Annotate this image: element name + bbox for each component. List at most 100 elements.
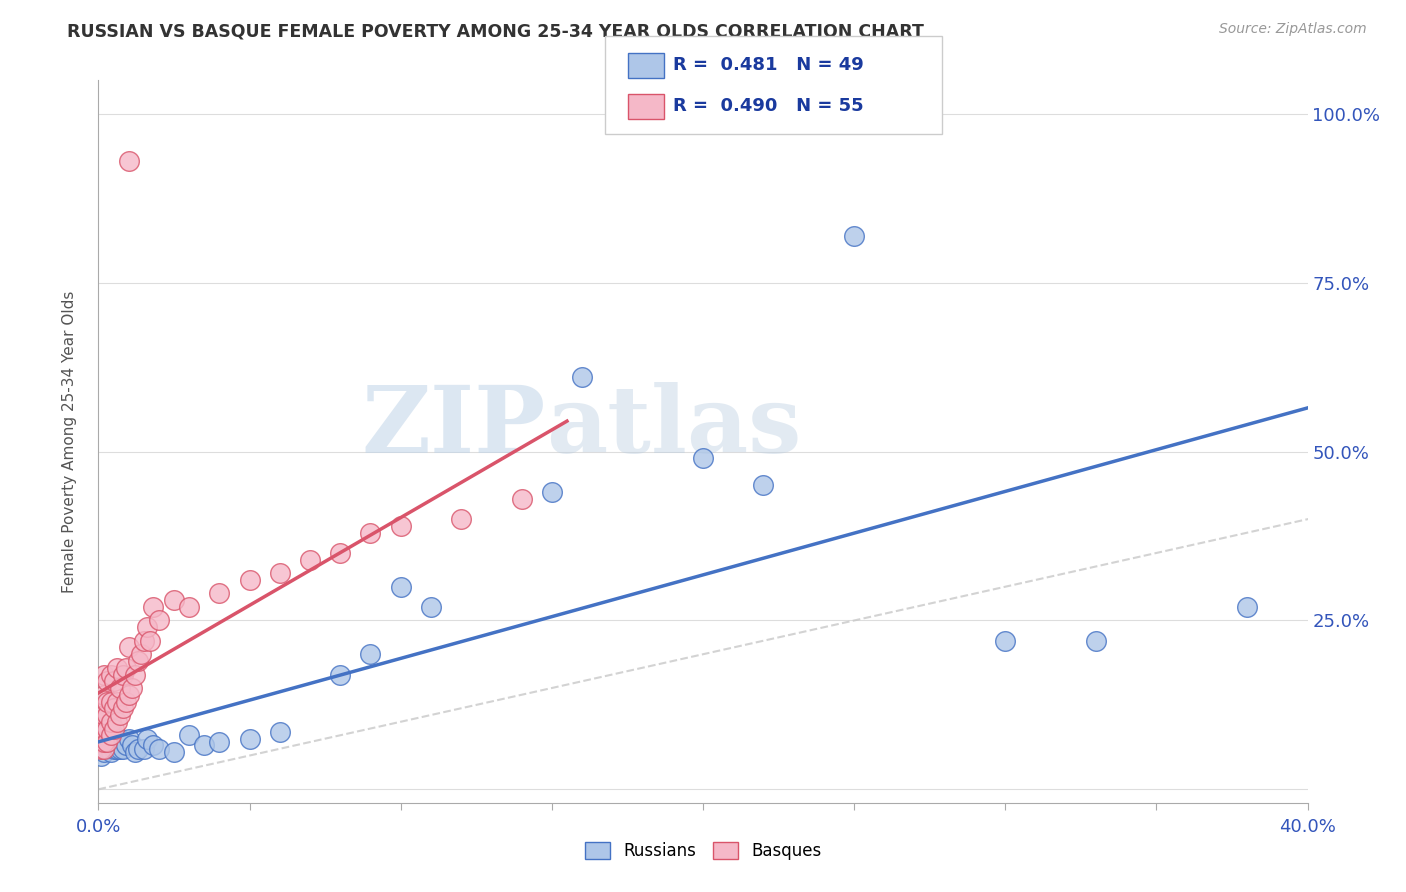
Point [90,714,112,729]
Point [105,741,128,756]
Point [163,593,186,607]
Point [142,739,165,753]
Point [127,741,149,756]
Point [420,599,443,614]
Point [239,573,262,587]
Text: ZIP: ZIP [361,382,546,472]
Point [96,694,118,708]
Point [132,741,155,756]
Point [450,512,472,526]
Point [105,694,128,708]
Point [93,745,115,759]
Point [389,519,412,533]
Point [139,633,162,648]
Point [118,640,141,655]
Text: R =  0.481   N = 49: R = 0.481 N = 49 [673,56,865,74]
Point [90,735,112,749]
Point [93,688,115,702]
Point [114,694,136,708]
Point [269,725,291,739]
Point [100,728,122,742]
Legend: Russians, Basques: Russians, Basques [578,835,828,867]
Point [100,714,122,729]
Point [752,478,775,492]
Point [93,735,115,749]
Point [208,586,231,600]
Point [994,633,1017,648]
Point [90,728,112,742]
Point [118,154,141,169]
Point [114,739,136,753]
Point [93,708,115,723]
Point [127,654,149,668]
Point [571,370,593,384]
Point [360,647,382,661]
Point [103,674,125,689]
Point [90,741,112,756]
Point [329,667,352,681]
Point [90,741,112,756]
Point [105,731,128,746]
Point [100,739,122,753]
Text: atlas: atlas [546,382,801,472]
Point [93,667,115,681]
Point [129,647,152,661]
Point [93,728,115,742]
Point [118,731,141,746]
Point [135,731,157,746]
Point [148,614,170,628]
Point [132,633,155,648]
Point [124,667,146,681]
Text: Source: ZipAtlas.com: Source: ZipAtlas.com [1219,22,1367,37]
Point [96,731,118,746]
Point [299,552,322,566]
Point [103,735,125,749]
Point [100,667,122,681]
Point [93,735,115,749]
Text: RUSSIAN VS BASQUE FEMALE POVERTY AMONG 25-34 YEAR OLDS CORRELATION CHART: RUSSIAN VS BASQUE FEMALE POVERTY AMONG 2… [67,22,924,40]
Point [96,708,118,723]
Point [111,667,134,681]
Point [93,722,115,736]
Y-axis label: Female Poverty Among 25-34 Year Olds: Female Poverty Among 25-34 Year Olds [62,291,77,592]
Point [135,620,157,634]
Point [90,748,112,763]
Point [193,739,215,753]
Point [96,674,118,689]
Text: R =  0.490   N = 55: R = 0.490 N = 55 [673,97,865,115]
Point [108,741,131,756]
Point [96,739,118,753]
Point [121,681,143,695]
Point [93,741,115,756]
Point [540,485,562,500]
Point [103,728,125,742]
Point [360,525,382,540]
Point [208,735,231,749]
Point [100,745,122,759]
Point [239,731,262,746]
Point [179,728,201,742]
Point [114,661,136,675]
Point [111,701,134,715]
Point [96,735,118,749]
Point [269,566,291,581]
Point [105,661,128,675]
Point [100,694,122,708]
Point [96,741,118,756]
Point [844,228,866,243]
Point [105,714,128,729]
Point [103,722,125,736]
Point [103,741,125,756]
Point [100,731,122,746]
Point [90,735,112,749]
Point [692,451,714,466]
Point [96,722,118,736]
Point [108,681,131,695]
Point [108,731,131,746]
Point [389,580,412,594]
Point [111,741,134,756]
Point [96,735,118,749]
Point [121,739,143,753]
Point [510,491,533,506]
Point [90,701,112,715]
